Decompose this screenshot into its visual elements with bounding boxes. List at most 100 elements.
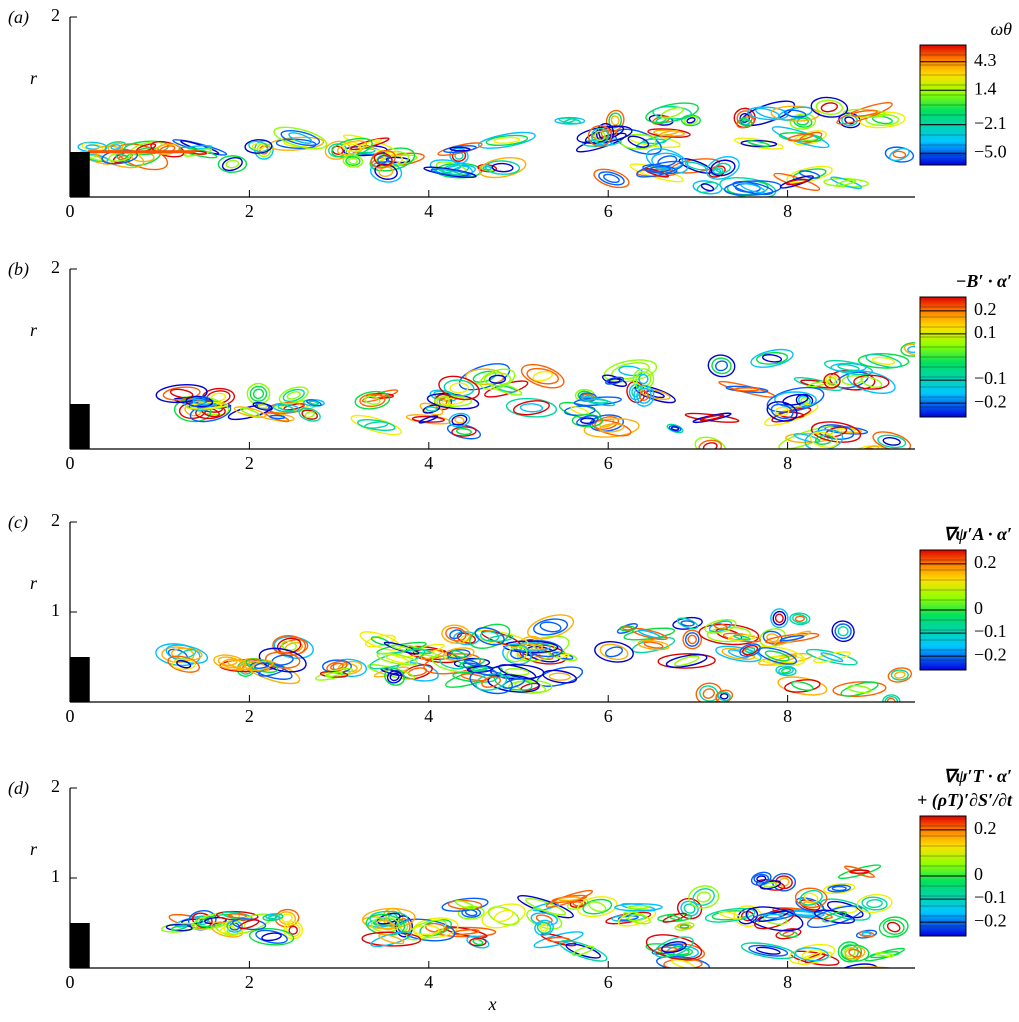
contour xyxy=(805,648,858,666)
contour xyxy=(894,671,906,679)
x-tick-label: 2 xyxy=(245,972,254,992)
contour xyxy=(733,137,784,150)
contour xyxy=(389,672,400,682)
contour xyxy=(526,367,559,385)
colorbar-tick-label: 0.2 xyxy=(974,299,997,319)
contour xyxy=(786,165,833,184)
contour xyxy=(376,919,395,931)
x-tick-label: 4 xyxy=(424,706,433,726)
contour xyxy=(189,396,209,407)
contour xyxy=(520,363,565,389)
contour xyxy=(620,903,656,912)
contour xyxy=(588,901,607,913)
contour xyxy=(539,923,549,932)
contour xyxy=(645,934,703,960)
contour xyxy=(699,685,719,702)
contour xyxy=(456,632,476,644)
contour xyxy=(384,654,411,665)
contour xyxy=(498,664,537,680)
contour xyxy=(246,382,271,405)
contour xyxy=(830,963,880,968)
contour xyxy=(369,910,409,927)
contour xyxy=(827,376,837,385)
contour xyxy=(222,658,238,667)
colorbar-title: ∇ψ′T · α′ xyxy=(943,766,1012,786)
contour xyxy=(539,621,562,633)
contour xyxy=(458,658,485,668)
contour xyxy=(755,107,781,119)
contour xyxy=(799,889,823,906)
contour xyxy=(488,374,507,384)
colorbar-tick-label: −0.2 xyxy=(974,910,1007,930)
contour xyxy=(402,664,433,680)
contour xyxy=(660,106,684,119)
contour xyxy=(806,905,863,929)
contour xyxy=(217,155,248,173)
contour xyxy=(844,865,876,878)
contour xyxy=(487,906,520,926)
y-axis-label: r xyxy=(30,573,38,593)
contour xyxy=(698,623,760,646)
contour xyxy=(361,931,422,947)
contour xyxy=(438,168,463,177)
contour xyxy=(717,691,731,702)
contour xyxy=(454,900,476,910)
contour xyxy=(819,898,871,921)
contour xyxy=(176,659,192,669)
contour xyxy=(777,676,828,696)
contour xyxy=(718,910,742,920)
x-tick-label: 2 xyxy=(245,453,254,473)
contour xyxy=(280,130,321,146)
contour xyxy=(611,914,646,922)
contour xyxy=(740,182,766,194)
contour xyxy=(856,894,893,914)
contour xyxy=(191,912,213,928)
contour xyxy=(647,128,691,138)
panel: 0 2 4 6 8 1 2 (d) r x 0.2 0 −0.1 −0.2 ∇ψ′T · α′ + (ρT)′… xyxy=(8,766,1013,1014)
contour xyxy=(378,933,405,945)
contour xyxy=(755,946,781,955)
contour xyxy=(784,109,807,118)
contour xyxy=(562,117,577,124)
contour xyxy=(676,617,699,630)
contour xyxy=(288,925,298,935)
x-tick-label: 0 xyxy=(66,201,75,221)
contour xyxy=(732,180,774,196)
contour xyxy=(721,647,756,661)
contour xyxy=(871,356,896,365)
y-axis-label: r xyxy=(30,839,38,859)
contour xyxy=(487,674,540,693)
x-tick-label: 8 xyxy=(783,201,792,221)
contour xyxy=(794,887,828,909)
contour xyxy=(832,681,887,698)
contour xyxy=(502,677,526,689)
contour xyxy=(744,646,756,654)
contour xyxy=(711,357,732,375)
contour xyxy=(242,657,301,685)
contour xyxy=(825,374,839,387)
contour xyxy=(267,914,278,920)
contour xyxy=(820,652,844,663)
contour xyxy=(779,175,814,189)
contour xyxy=(251,142,265,151)
contour xyxy=(165,644,209,664)
contour xyxy=(580,396,616,407)
contour xyxy=(745,906,804,932)
contour xyxy=(238,919,260,930)
colorbar-tick-label: 0 xyxy=(974,864,983,884)
contour xyxy=(376,652,419,666)
contour xyxy=(357,138,382,149)
contour xyxy=(252,401,273,411)
contour xyxy=(526,908,563,930)
contour xyxy=(655,955,710,968)
contour xyxy=(764,403,819,427)
contour xyxy=(505,397,558,418)
contour xyxy=(425,922,447,933)
contour xyxy=(759,880,782,890)
contour xyxy=(268,136,325,151)
contour xyxy=(425,406,438,412)
contour xyxy=(364,421,389,429)
contour xyxy=(882,919,905,935)
contour xyxy=(594,130,606,142)
contour xyxy=(750,348,794,368)
